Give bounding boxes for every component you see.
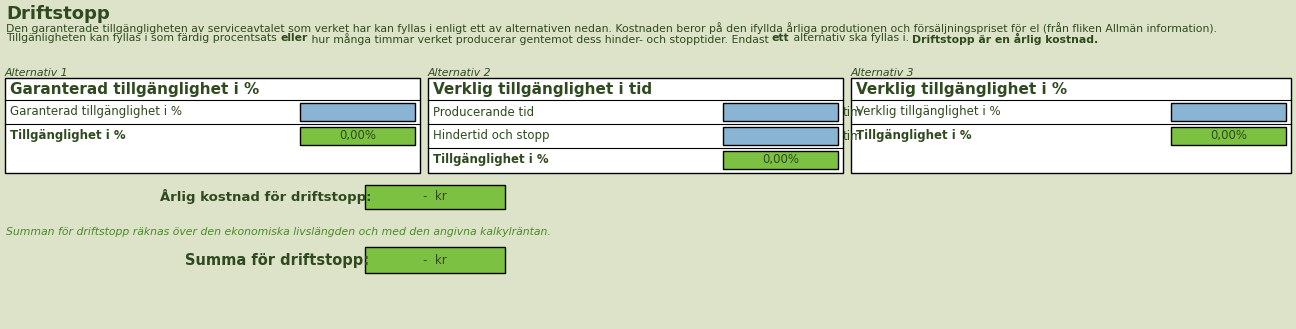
FancyBboxPatch shape [723, 103, 839, 121]
Text: Årlig kostnad för driftstopp:: Årlig kostnad för driftstopp: [159, 190, 372, 205]
FancyBboxPatch shape [851, 78, 1291, 173]
Text: Verklig tillgänglighet i tid: Verklig tillgänglighet i tid [433, 82, 652, 97]
Text: Tillgänglighet i %: Tillgänglighet i % [433, 154, 548, 166]
Text: Garanterad tillgänglighet i %: Garanterad tillgänglighet i % [10, 82, 259, 97]
FancyBboxPatch shape [5, 78, 420, 173]
Text: alternativ ska fyllas i.: alternativ ska fyllas i. [789, 33, 912, 43]
Text: 0,00%: 0,00% [762, 154, 800, 166]
Text: hur många timmar verket producerar gentemot dess hinder- och stopptider. Endast: hur många timmar verket producerar gente… [307, 33, 772, 45]
Text: Verklig tillgänglighet i %: Verklig tillgänglighet i % [855, 82, 1067, 97]
Text: Producerande tid: Producerande tid [433, 106, 534, 118]
Text: 0,00%: 0,00% [340, 130, 376, 142]
FancyBboxPatch shape [299, 103, 415, 121]
FancyBboxPatch shape [1172, 103, 1286, 121]
Text: 0,00%: 0,00% [1210, 130, 1247, 142]
FancyBboxPatch shape [723, 127, 839, 145]
Text: Alternativ 3: Alternativ 3 [851, 68, 915, 78]
Text: Garanterad tillgänglighet i %: Garanterad tillgänglighet i % [10, 106, 181, 118]
Text: Den garanterade tillgängligheten av serviceavtalet som verket har kan fyllas i e: Den garanterade tillgängligheten av serv… [6, 22, 1217, 34]
FancyBboxPatch shape [1172, 127, 1286, 145]
FancyBboxPatch shape [723, 151, 839, 169]
Text: Driftstopp är en årlig kostnad.: Driftstopp är en årlig kostnad. [912, 33, 1098, 45]
Text: Hindertid och stopp: Hindertid och stopp [433, 130, 550, 142]
Text: Summan för driftstopp räknas över den ekonomiska livslängden och med den angivna: Summan för driftstopp räknas över den ek… [6, 227, 551, 237]
FancyBboxPatch shape [365, 247, 505, 273]
Text: ett: ett [772, 33, 789, 43]
Text: Summa för driftstopp:: Summa för driftstopp: [185, 252, 369, 267]
FancyBboxPatch shape [365, 185, 505, 209]
Text: Alternativ 2: Alternativ 2 [428, 68, 491, 78]
Text: tim: tim [842, 130, 863, 142]
Text: -  kr: - kr [422, 190, 447, 204]
Text: tim: tim [842, 106, 863, 118]
FancyBboxPatch shape [299, 127, 415, 145]
Text: -  kr: - kr [422, 254, 447, 266]
Text: Tillgänglighet i %: Tillgänglighet i % [855, 130, 972, 142]
Text: Tillgänglighet i %: Tillgänglighet i % [10, 130, 126, 142]
Text: Tillgänligheten kan fyllas i som färdig procentsats: Tillgänligheten kan fyllas i som färdig … [6, 33, 280, 43]
FancyBboxPatch shape [428, 78, 842, 173]
Text: eller: eller [280, 33, 307, 43]
Text: Verklig tillgänglighet i %: Verklig tillgänglighet i % [855, 106, 1001, 118]
Text: Driftstopp: Driftstopp [6, 5, 110, 23]
Text: Alternativ 1: Alternativ 1 [5, 68, 69, 78]
